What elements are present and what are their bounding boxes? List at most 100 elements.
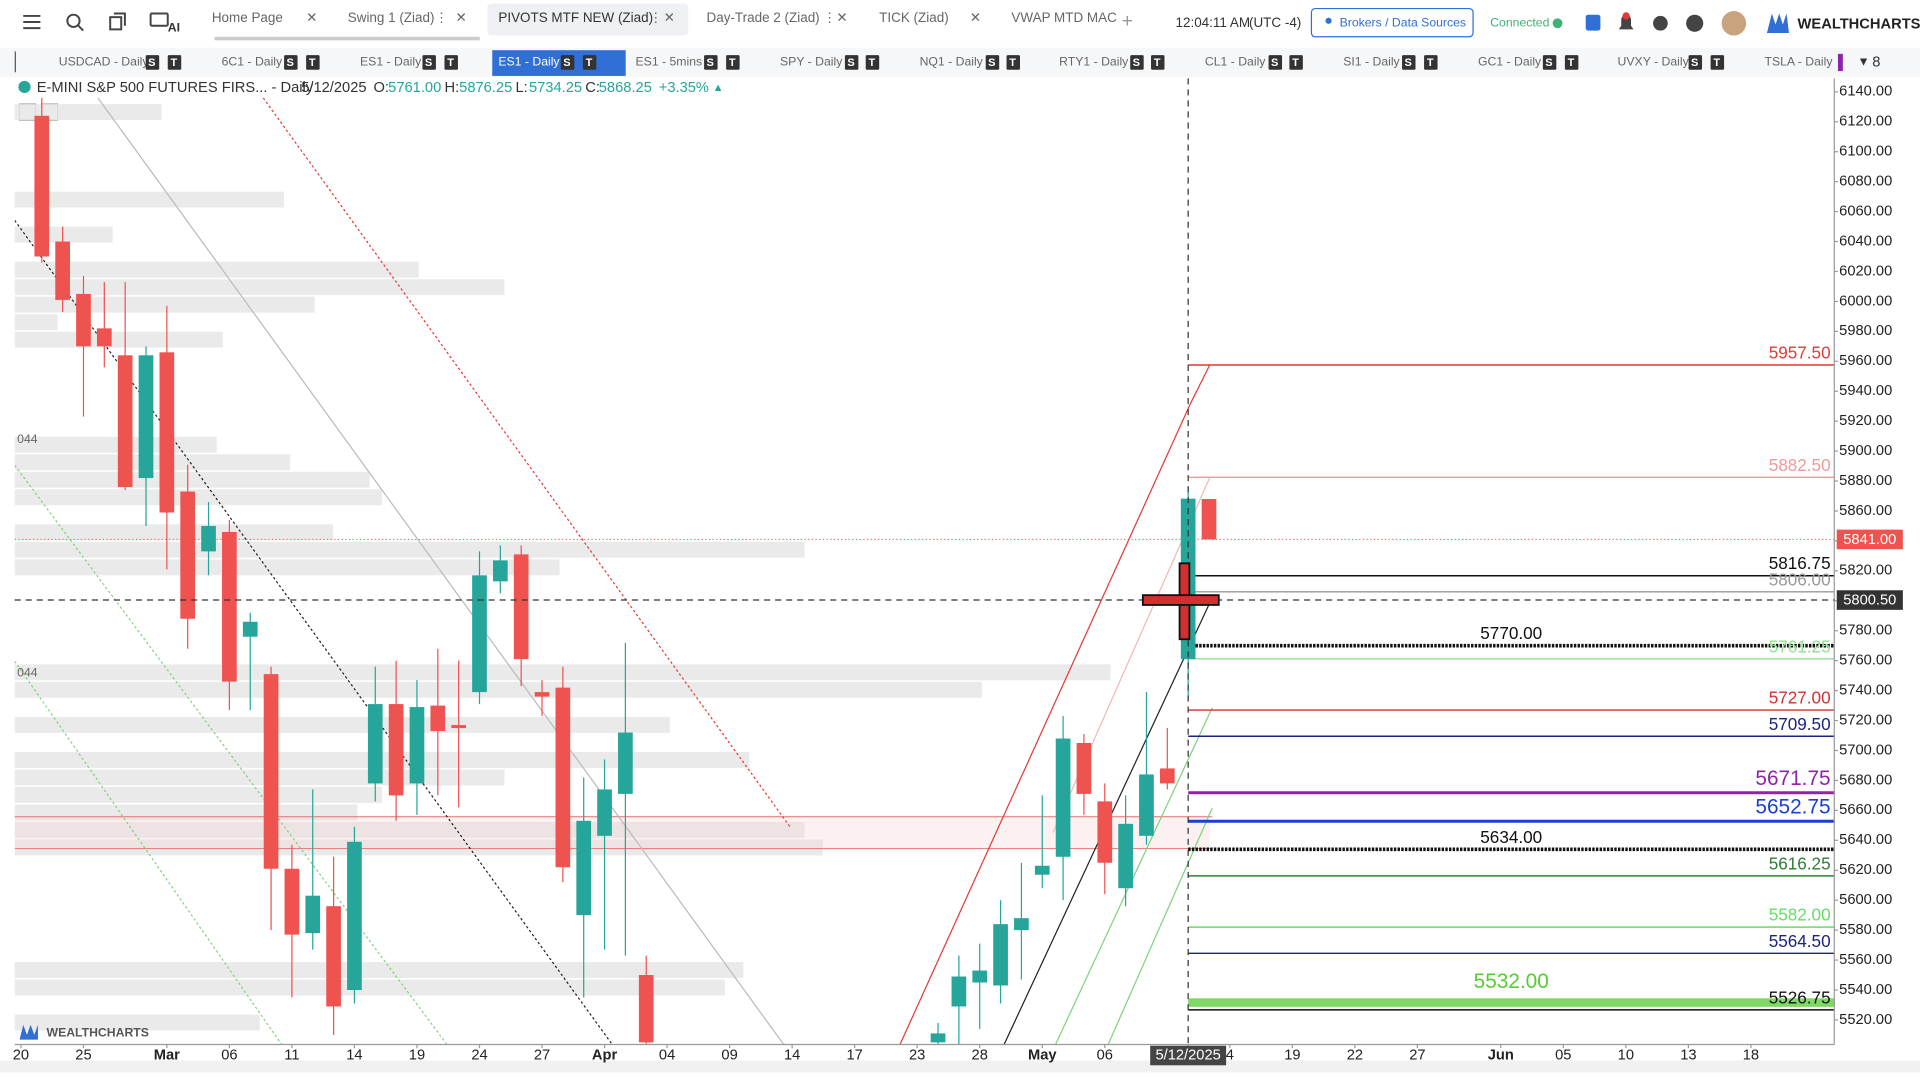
y-tick-label: 6120.00 bbox=[1839, 114, 1892, 130]
x-tick-label: May bbox=[1028, 1047, 1057, 1063]
symbol-label: TSLA - Daily bbox=[1764, 55, 1833, 69]
badge[interactable]: T bbox=[586, 57, 593, 69]
badge[interactable]: S bbox=[148, 57, 155, 69]
badge-bg bbox=[985, 55, 1000, 70]
tab[interactable]: PIVOTS MTF NEW (Ziad)⋮ ✕ bbox=[498, 10, 675, 25]
badge[interactable]: T bbox=[1154, 57, 1161, 69]
symbol-name[interactable]: E-MINI S&P 500 FUTURES FIRS... - Daily bbox=[37, 80, 314, 96]
badge[interactable]: S bbox=[1133, 57, 1140, 69]
h-scrollbar[interactable] bbox=[0, 1060, 1920, 1073]
badge[interactable]: S bbox=[425, 57, 432, 69]
volume-profile-bar bbox=[14, 786, 383, 803]
badge[interactable]: T bbox=[1427, 57, 1434, 69]
ai-icon[interactable]: AI bbox=[149, 12, 180, 34]
x-tick-label: 05 bbox=[1555, 1047, 1571, 1063]
symbol-tab[interactable]: SI1 - Daily S T bbox=[1343, 55, 1438, 70]
help-icon[interactable] bbox=[1686, 14, 1704, 32]
candle-body bbox=[555, 687, 571, 868]
badge[interactable]: S bbox=[1271, 57, 1278, 69]
badge[interactable]: S bbox=[287, 57, 294, 69]
tab-close[interactable]: ✕ bbox=[664, 10, 675, 25]
badge-bg bbox=[1289, 55, 1303, 70]
trend-line bbox=[14, 660, 283, 1045]
tab[interactable]: Swing 1 (Ziad) ⋮ ✕ bbox=[348, 10, 467, 25]
badge[interactable]: T bbox=[171, 57, 178, 69]
badge[interactable]: T bbox=[868, 57, 875, 69]
badge[interactable]: S bbox=[847, 57, 854, 69]
watermark-logo bbox=[19, 1024, 38, 1040]
badge[interactable]: S bbox=[988, 57, 995, 69]
x-tick-label: 06 bbox=[1097, 1047, 1113, 1063]
badge[interactable]: T bbox=[1009, 57, 1016, 69]
badge-bg bbox=[704, 55, 718, 70]
symbol-tab[interactable]: USDCAD - Daily S T bbox=[59, 55, 182, 70]
active-symbol-bg bbox=[492, 50, 626, 76]
badge[interactable]: S bbox=[563, 57, 570, 69]
level-label: 5709.50 bbox=[1769, 714, 1831, 734]
status: Connected bbox=[1490, 15, 1549, 29]
symbol-tab[interactable]: SPY - Daily S T bbox=[780, 55, 880, 70]
badge[interactable]: S bbox=[1545, 57, 1552, 69]
symbol-label: ES1 - Daily bbox=[498, 55, 560, 69]
menu-icon[interactable] bbox=[23, 14, 41, 30]
y-tick-label: 5660.00 bbox=[1839, 802, 1892, 818]
add-tab[interactable]: + bbox=[1122, 10, 1133, 32]
y-tick-label: 5740.00 bbox=[1839, 682, 1892, 698]
tab-close[interactable]: ✕ bbox=[306, 10, 317, 25]
symbol-tab[interactable]: GC1 - Daily S T bbox=[1478, 55, 1579, 70]
badge[interactable]: S bbox=[1404, 57, 1411, 69]
tab-menu[interactable]: ⋮ bbox=[649, 10, 662, 25]
tab-close[interactable]: ✕ bbox=[970, 10, 981, 25]
tab-scrollbar[interactable] bbox=[214, 36, 481, 41]
tab[interactable]: Home Page ✕ bbox=[212, 10, 318, 25]
symbol-tab[interactable]: UVXY - Daily S T bbox=[1618, 55, 1725, 70]
brand-logo bbox=[1766, 13, 1789, 34]
x-tick-label: 20 bbox=[13, 1047, 29, 1063]
symbol-tab[interactable]: TSLA - Daily bbox=[1764, 55, 1833, 69]
brokers-button[interactable]: Brokers / Data Sources bbox=[1310, 7, 1474, 38]
x-tick-label: 27 bbox=[534, 1047, 550, 1063]
y-tick-label: 5640.00 bbox=[1839, 832, 1892, 848]
candle-body bbox=[242, 621, 258, 637]
tab[interactable]: VWAP MTD MAC bbox=[1011, 10, 1117, 25]
badge[interactable]: T bbox=[1568, 57, 1575, 69]
settings-icon[interactable] bbox=[1653, 15, 1668, 31]
candle-body bbox=[1139, 774, 1154, 836]
badge[interactable]: T bbox=[447, 57, 454, 69]
badge[interactable]: T bbox=[1292, 57, 1299, 69]
bell-icon[interactable] bbox=[1618, 14, 1634, 30]
badge[interactable]: T bbox=[1713, 57, 1720, 69]
save-icon[interactable] bbox=[1585, 14, 1601, 31]
trend-line bbox=[14, 220, 613, 1045]
tab-menu[interactable]: ⋮ bbox=[823, 10, 836, 25]
more-count[interactable]: 8 bbox=[1872, 54, 1880, 70]
symbol-tab[interactable]: RTY1 - Daily S T bbox=[1059, 55, 1165, 70]
badge[interactable]: T bbox=[309, 57, 316, 69]
tab[interactable]: Day-Trade 2 (Ziad) ⋮ ✕ bbox=[707, 10, 848, 25]
badge[interactable]: S bbox=[707, 57, 714, 69]
x-tick-label: 19 bbox=[1284, 1047, 1300, 1063]
symbol-tab[interactable]: 6C1 - Daily S T bbox=[222, 55, 320, 70]
tab-close[interactable]: ✕ bbox=[456, 10, 467, 25]
avatar[interactable] bbox=[1721, 11, 1747, 36]
badge[interactable]: T bbox=[729, 57, 736, 69]
tab-close[interactable]: ✕ bbox=[836, 10, 847, 25]
badge[interactable]: S bbox=[1691, 57, 1698, 69]
symbol-tab[interactable]: CL1 - Daily S T bbox=[1205, 55, 1303, 70]
level-label: 5564.50 bbox=[1769, 931, 1831, 951]
candle-body bbox=[638, 975, 654, 1043]
symbol-tab[interactable]: ES1 - Daily S T bbox=[360, 55, 458, 70]
tab-menu[interactable]: ⋮ bbox=[435, 10, 448, 25]
symbol-tab[interactable]: NQ1 - Daily S T bbox=[920, 55, 1020, 70]
x-tick-label: 27 bbox=[1409, 1047, 1425, 1063]
symbol-tab[interactable]: ES1 - Daily S T bbox=[498, 55, 597, 70]
timezone[interactable]: (UTC -4) bbox=[1249, 15, 1301, 30]
layouts-icon[interactable] bbox=[109, 12, 126, 31]
tab[interactable]: TICK (Ziad) ✕ bbox=[879, 10, 981, 25]
x-tick-label: 10 bbox=[1618, 1047, 1634, 1063]
symbol-tab[interactable]: ES1 - 5mins S T bbox=[636, 55, 740, 70]
search-icon[interactable] bbox=[66, 13, 84, 32]
ohlc-value: 5876.25 bbox=[459, 80, 512, 96]
more-arrow[interactable]: ▼ bbox=[1858, 55, 1870, 69]
